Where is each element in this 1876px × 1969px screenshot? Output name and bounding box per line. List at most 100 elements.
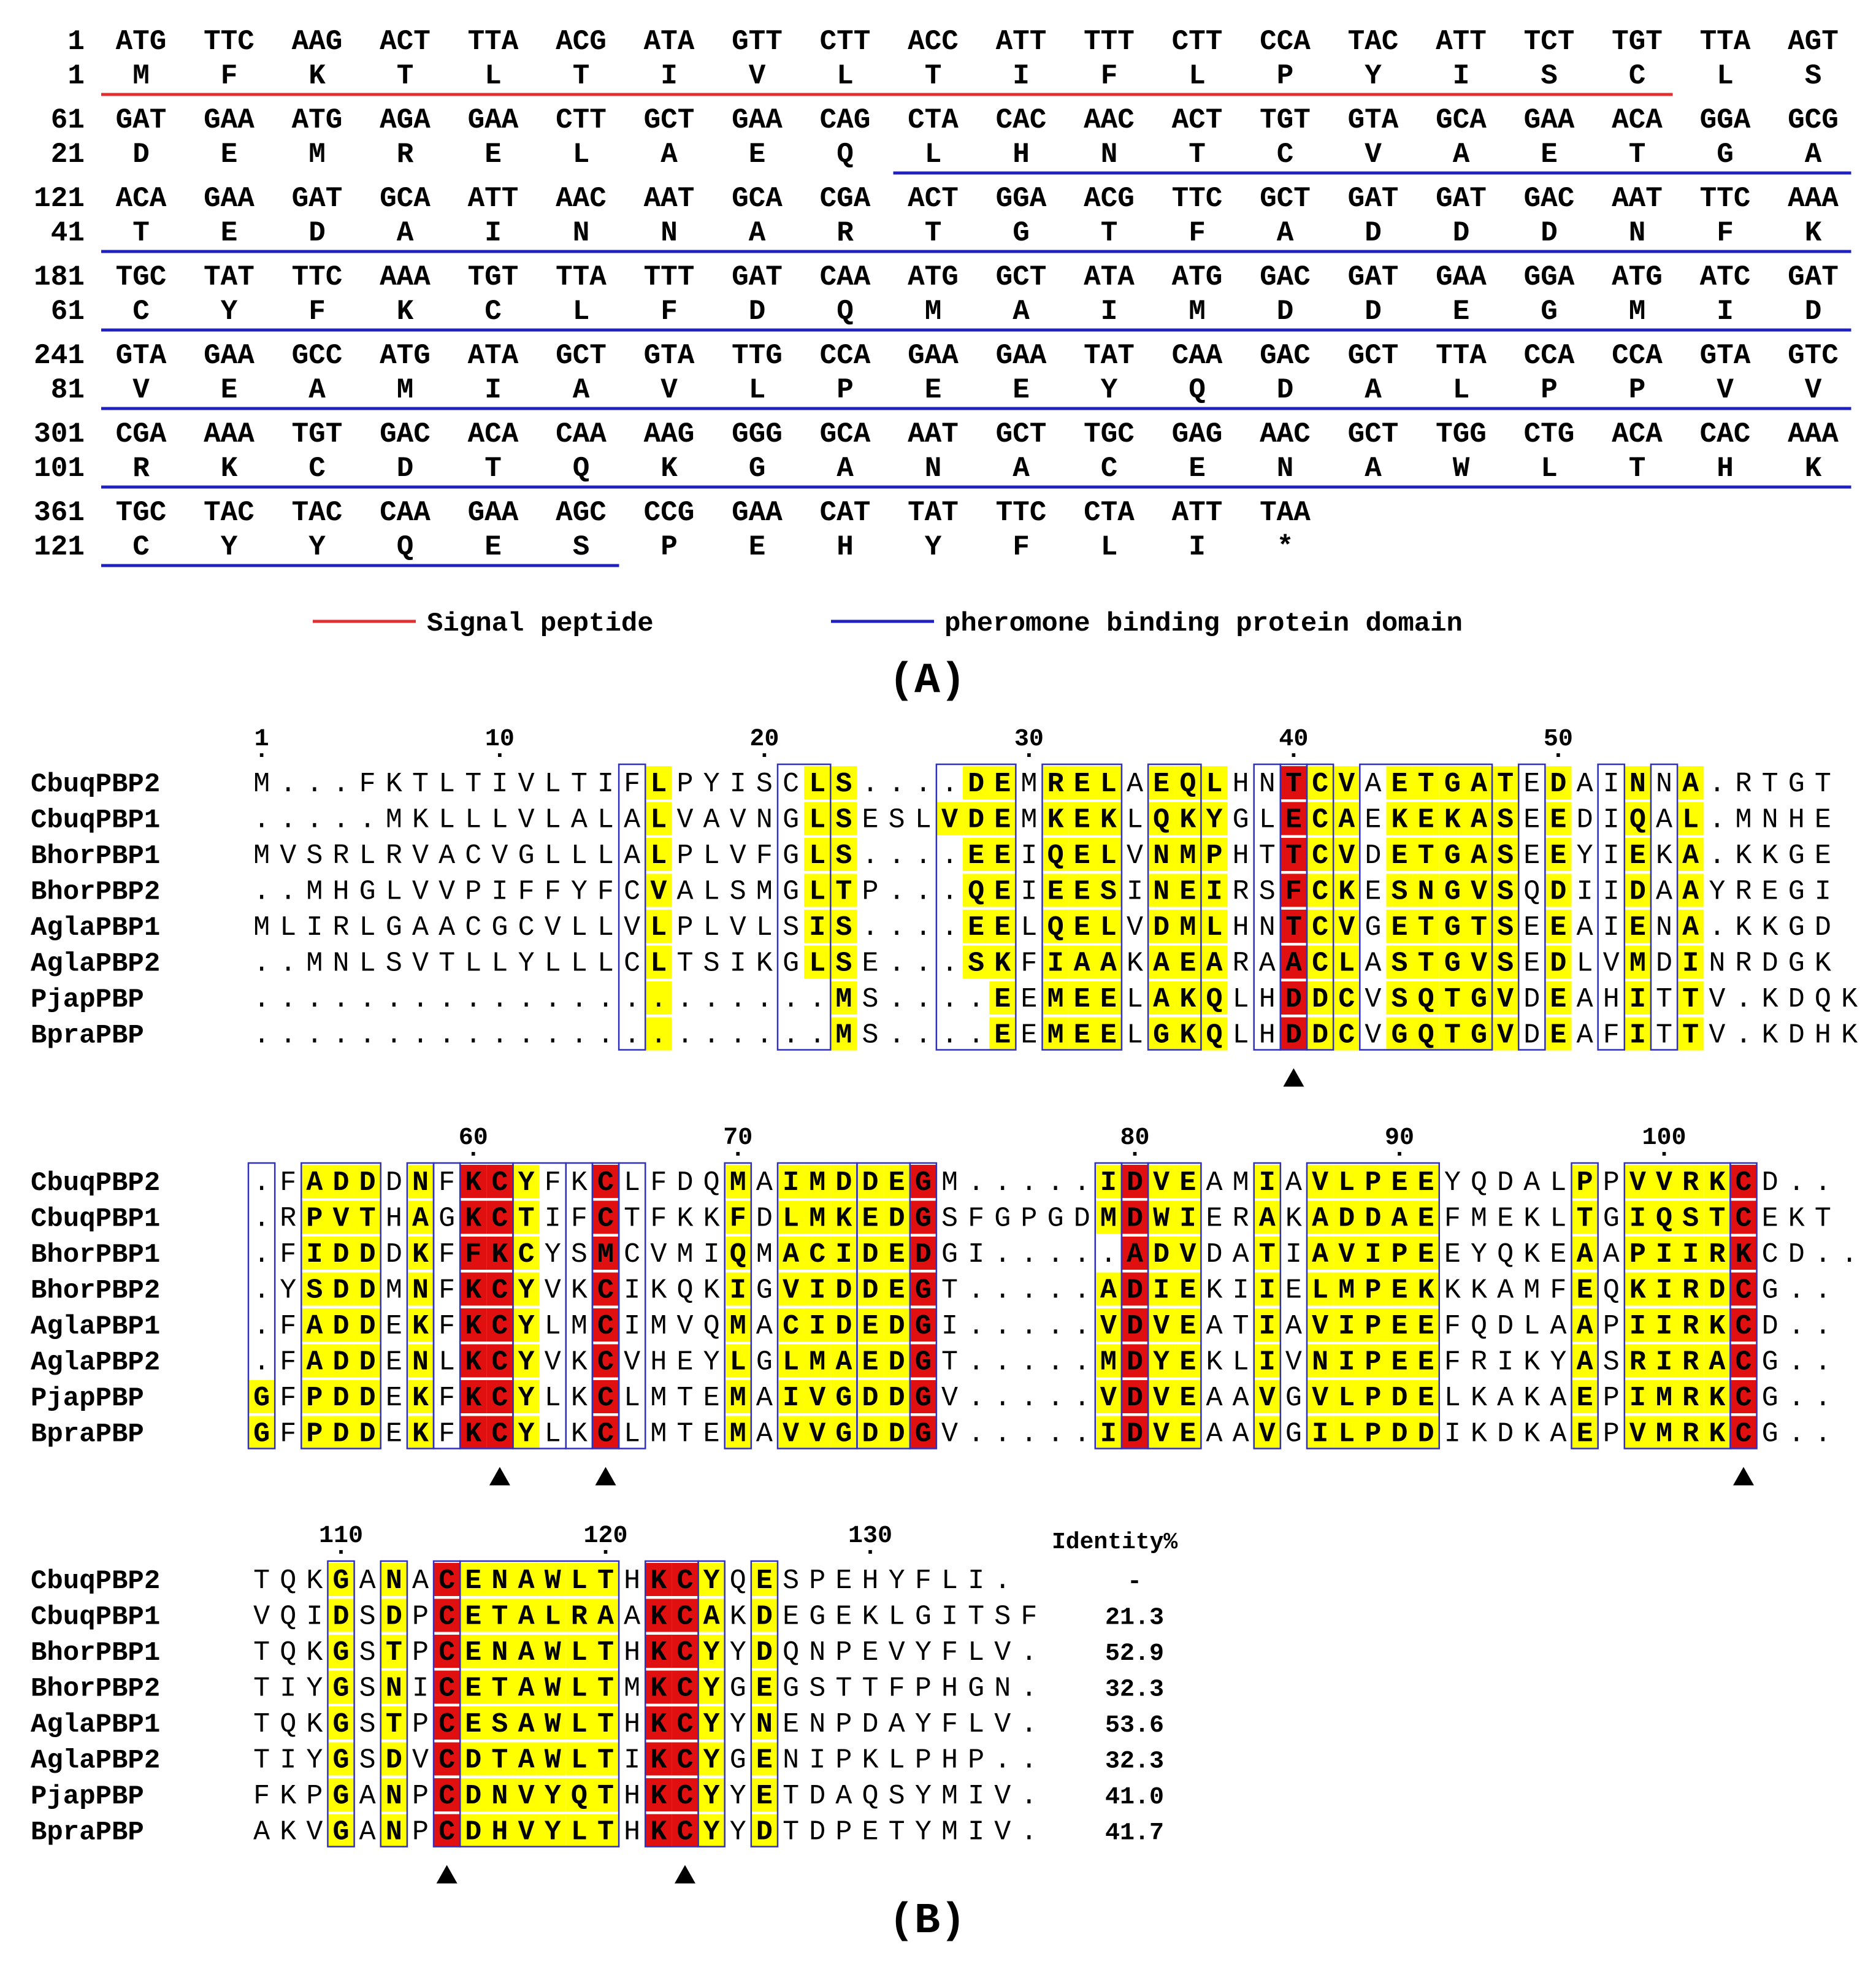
amino-acid: T: [573, 60, 590, 92]
residue: C: [676, 1637, 693, 1668]
residue: I: [730, 1275, 746, 1307]
residue: F: [280, 1239, 296, 1270]
residue: D: [359, 1311, 376, 1342]
residue: Q: [280, 1565, 296, 1597]
codon: ACA: [468, 418, 519, 450]
residue: G: [333, 1673, 350, 1705]
similar-residue-cell: [380, 1778, 407, 1811]
residue: .: [1020, 1167, 1037, 1199]
residue: A: [1206, 1167, 1222, 1199]
residue: A: [438, 912, 455, 943]
codon: GCT: [1348, 418, 1399, 450]
residue: E: [1179, 1419, 1196, 1450]
similar-residue-cell: [989, 910, 1016, 943]
residue: M: [650, 1383, 667, 1414]
residue: .: [968, 1311, 984, 1342]
residue: G: [915, 1419, 932, 1450]
residue: F: [438, 1167, 455, 1199]
similar-residue-cell: [1042, 1017, 1069, 1051]
residue: V: [783, 1275, 799, 1307]
residue: .: [1020, 1781, 1037, 1812]
conservation-box: [935, 763, 1017, 1051]
similar-residue-cell: [804, 873, 831, 907]
similar-residue-cell: [1307, 1237, 1334, 1270]
strict-identity-cell: [1280, 766, 1307, 799]
residue: L: [571, 1673, 588, 1705]
amino-acid: H: [837, 531, 854, 563]
residue: L: [1338, 1167, 1355, 1199]
residue: L: [571, 1637, 588, 1668]
residue: E: [1074, 1020, 1090, 1051]
residue: T: [491, 1745, 508, 1776]
residue: D: [1127, 1203, 1143, 1235]
similar-residue-cell: [1333, 1165, 1360, 1198]
similar-residue-cell: [830, 1344, 857, 1378]
residue: K: [862, 1602, 879, 1633]
residue: F: [438, 1275, 455, 1307]
ruler-label: 110: [319, 1522, 363, 1550]
similar-residue-cell: [830, 802, 857, 835]
similar-residue-cell: [1650, 1380, 1678, 1413]
residue: F: [968, 1203, 984, 1235]
residue: E: [1100, 1020, 1117, 1051]
similar-residue-cell: [1068, 766, 1095, 799]
residue: K: [465, 1167, 481, 1199]
similar-residue-cell: [989, 945, 1016, 979]
residue: M: [809, 1167, 825, 1199]
strict-identity-cell: [1280, 1017, 1307, 1051]
similar-residue-cell: [539, 1563, 566, 1596]
similar-residue-cell: [1677, 981, 1704, 1015]
residue: L: [438, 1347, 455, 1378]
residue: .: [386, 1020, 402, 1051]
residue: C: [597, 1311, 614, 1342]
residue: I: [809, 1275, 825, 1307]
residue: S: [862, 984, 879, 1015]
amino-acid: L: [573, 296, 590, 328]
residue: C: [1312, 877, 1328, 908]
residue: C: [809, 1239, 825, 1270]
residue: C: [624, 948, 640, 980]
residue: I: [1815, 877, 1831, 908]
residue: M: [730, 1419, 746, 1450]
strict-identity-cell: [486, 1416, 513, 1449]
residue: F: [1285, 877, 1302, 908]
residue: T: [1233, 1311, 1249, 1342]
residue: T: [676, 1419, 693, 1450]
similar-residue-cell: [327, 1599, 354, 1632]
similar-residue-cell: [1148, 1017, 1175, 1051]
amino-acid: S: [573, 531, 590, 563]
codon: GGA: [1700, 104, 1751, 136]
amino-acid: L: [573, 139, 590, 171]
residue: D: [1127, 1383, 1143, 1414]
residue: D: [1418, 1419, 1434, 1450]
residue: .: [941, 984, 958, 1015]
amino-acid: V: [749, 60, 766, 92]
codon: GCC: [292, 340, 343, 372]
residue: T: [941, 1347, 958, 1378]
strict-identity-cell: [1730, 1308, 1757, 1341]
codon: AAC: [1260, 418, 1311, 450]
similar-residue-cell: [751, 1635, 778, 1668]
residue: E: [1365, 805, 1381, 836]
amino-acid: L: [1717, 60, 1734, 92]
residue: E: [1418, 1347, 1434, 1378]
codon: GAA: [1436, 261, 1487, 293]
similar-residue-cell: [592, 1563, 619, 1596]
residue: M: [1047, 984, 1064, 1015]
conservation-box: [1041, 763, 1123, 1051]
similar-residue-cell: [804, 1165, 831, 1198]
residue: E: [756, 1673, 773, 1705]
similar-residue-cell: [1042, 981, 1069, 1015]
strict-identity-cell: [645, 1742, 672, 1776]
residue: E: [994, 769, 1011, 800]
residue: Y: [306, 1745, 323, 1776]
residue: L: [650, 948, 667, 980]
residue: A: [1709, 1347, 1725, 1378]
similar-residue-cell: [1095, 873, 1122, 907]
similar-residue-cell: [989, 873, 1016, 907]
residue: K: [1392, 805, 1408, 836]
similar-residue-cell: [327, 1635, 354, 1668]
codon: ATG: [380, 340, 431, 372]
residue: K: [1629, 1275, 1646, 1307]
residue: K: [571, 1419, 588, 1450]
